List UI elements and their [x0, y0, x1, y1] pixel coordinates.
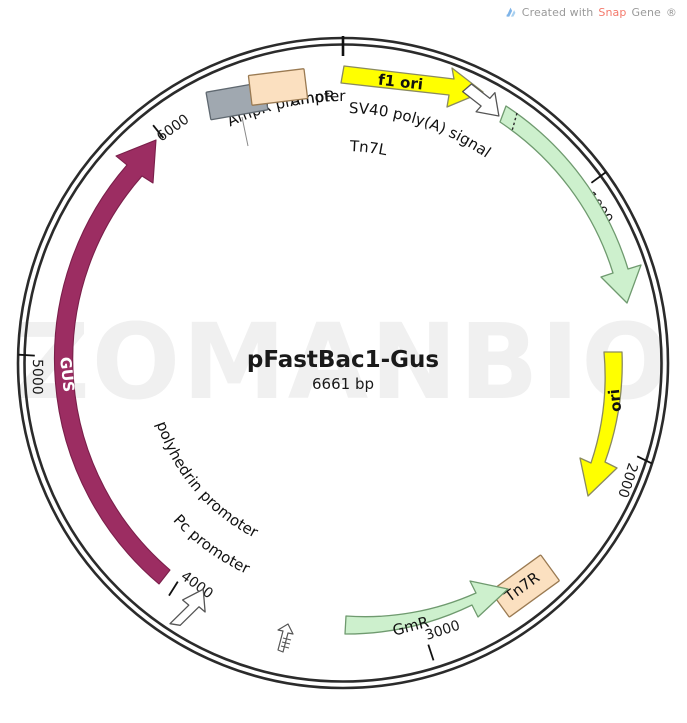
feature-label-f1-ori: f1 ori — [377, 71, 424, 94]
snapgene-logo-icon — [504, 6, 517, 19]
tick-label-5000: 5000 — [29, 359, 45, 395]
tick-6000: 6000 — [152, 111, 192, 145]
tick-3000: 3000 — [423, 618, 462, 661]
credit-trademark: ® — [665, 6, 677, 19]
credit-prefix: Created with — [521, 6, 594, 19]
feature-ampR[interactable]: AmpR — [288, 87, 642, 304]
tick-5000: 5000 — [18, 353, 45, 395]
credit-brand-gene: Gene — [631, 6, 661, 19]
feature-ori[interactable]: ori — [579, 351, 625, 497]
plasmid-size: 6661 bp — [312, 375, 374, 393]
feature-gmR[interactable]: GmR — [344, 580, 509, 640]
tick-label-2000: 2000 — [614, 461, 640, 500]
feature-label-polyhedrin-promoter: polyhedrin promoter — [153, 419, 262, 542]
snapgene-credit: Created with Snap Gene ® — [504, 6, 677, 19]
feature-label-ori: ori — [605, 388, 625, 413]
plasmid-name: pFastBac1-Gus — [247, 347, 439, 373]
plasmid-center-label: pFastBac1-Gus 6661 bp — [247, 347, 439, 393]
credit-brand-snap: Snap — [598, 6, 627, 19]
tick-label-6000: 6000 — [154, 111, 192, 145]
feature-gus[interactable]: GUS — [53, 139, 171, 585]
feature-tn7R[interactable]: Tn7R — [490, 554, 560, 618]
feature-label-tn7L: Tn7L — [348, 137, 389, 159]
feature-f1-ori[interactable]: f1 ori — [340, 65, 484, 108]
feature-label-gus: GUS — [56, 356, 78, 393]
sv40-leader-line — [241, 116, 249, 147]
watermark-zomanbio: ZOMANBIO — [14, 301, 671, 423]
